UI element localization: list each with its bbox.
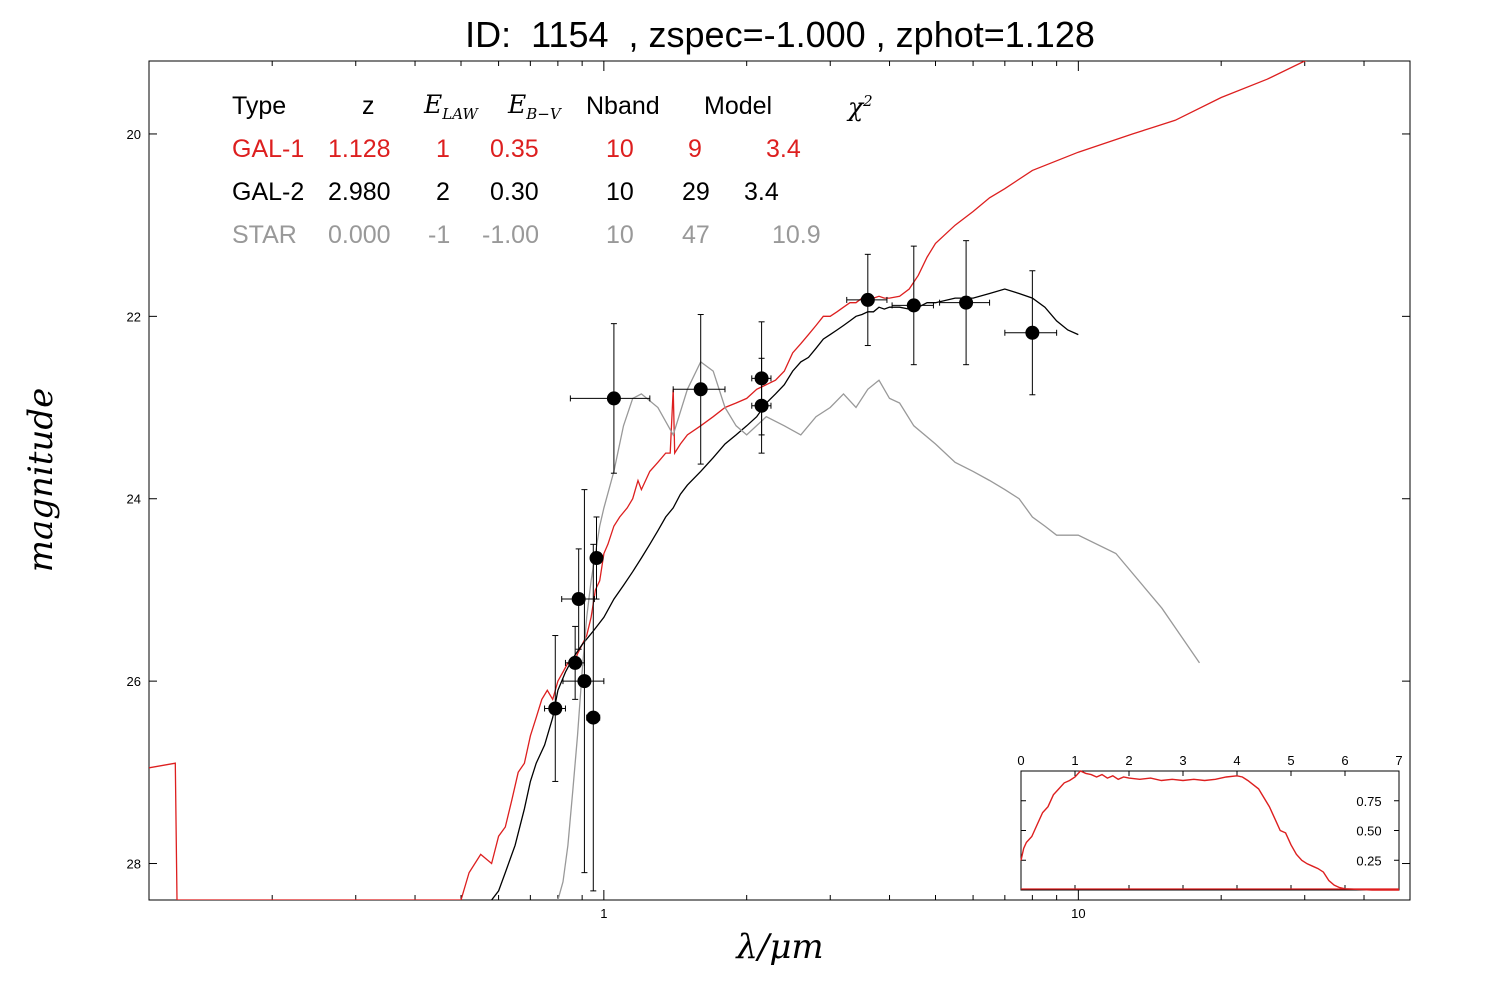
x-axis-label: λ/μm	[734, 927, 823, 967]
y-axis-label: magnitude	[21, 388, 61, 573]
x-tick-label: 10	[1071, 906, 1085, 921]
photometry-point	[606, 391, 621, 406]
photometry-point	[568, 655, 583, 670]
header-ebv-sub: B−V	[526, 105, 561, 123]
y-tick-label: 22	[127, 309, 141, 324]
inset-x-tick-label: 5	[1287, 753, 1294, 768]
star-ebv: -1.00	[482, 221, 539, 249]
y-tick-label: 24	[127, 492, 141, 507]
star-chi2: 10.9	[772, 221, 821, 249]
header-z: z	[362, 92, 375, 120]
gal1-type: GAL-1	[232, 135, 305, 163]
inset-x-tick-label: 1	[1071, 753, 1078, 768]
plot-frame	[148, 60, 1411, 901]
photometry-point	[906, 298, 921, 313]
inset-x-tick-label: 4	[1233, 753, 1240, 768]
photometry-point	[1025, 325, 1040, 340]
photometry-point	[754, 398, 769, 413]
y-tick-label: 28	[127, 857, 141, 872]
inset-frame	[1020, 770, 1400, 891]
photometry-point	[577, 674, 592, 689]
chart-title: ID: 1154 , zspec=-1.000 , zphot=1.128	[465, 14, 1095, 55]
star-z: 0.000	[328, 221, 391, 249]
gal2-z: 2.980	[328, 178, 391, 206]
inset-y-tick-label: 0.25	[1356, 853, 1381, 868]
header-elaw: ELAW	[424, 90, 478, 123]
gal2-ebv: 0.30	[490, 178, 539, 206]
header-chi2-main: χ	[848, 92, 864, 122]
series-group	[149, 61, 1307, 900]
photometry-point	[589, 551, 604, 566]
star-model: 47	[682, 221, 710, 249]
gal2-type: GAL-2	[232, 178, 305, 206]
photometry-point	[571, 592, 586, 607]
gal2-chi2: 3.4	[744, 178, 779, 206]
gal1-elaw: 1	[436, 135, 450, 163]
inset-x-tick-label: 3	[1179, 753, 1186, 768]
gal1-ebv: 0.35	[490, 135, 539, 163]
inset-y-tick-label: 0.75	[1356, 794, 1381, 809]
inset-y-tick-label: 0.50	[1356, 824, 1381, 839]
inset-x-tick-label: 2	[1125, 753, 1132, 768]
y-tick-label: 26	[127, 674, 141, 689]
inset-x-tick-label: 6	[1341, 753, 1348, 768]
gal1-nband: 10	[606, 135, 634, 163]
header-ebv-main: E	[508, 90, 527, 119]
gal2-model: 29	[682, 178, 710, 206]
header-chi2: χ2	[848, 92, 873, 121]
inset-x-tick-label: 7	[1395, 753, 1402, 768]
header-chi2-sup: 2	[863, 92, 873, 110]
y-tick-label: 20	[127, 127, 141, 142]
header-elaw-main: E	[424, 90, 443, 119]
star-nband: 10	[606, 221, 634, 249]
series-line-gal-1	[149, 61, 1307, 900]
photometry-point	[959, 295, 974, 310]
gal2-nband: 10	[606, 178, 634, 206]
pdz-inset: 0 1 2 3 4 5 6 7 0.25 0.50 0.75	[1017, 753, 1403, 891]
inset-x-tick-label: 0	[1017, 753, 1024, 768]
x-tick-label: 1	[600, 906, 607, 921]
header-model: Model	[704, 92, 773, 120]
gal1-z: 1.128	[328, 135, 391, 163]
photometry-point	[693, 382, 708, 397]
header-ebv: EB−V	[508, 90, 561, 123]
star-type: STAR	[232, 221, 297, 249]
gal2-elaw: 2	[436, 178, 450, 206]
gal1-chi2: 3.4	[766, 135, 801, 163]
star-elaw: -1	[428, 221, 451, 249]
photometry-point	[548, 701, 563, 716]
pdz-curve	[1020, 770, 1399, 891]
gal1-model: 9	[688, 135, 702, 163]
header-type: Type	[232, 92, 287, 120]
photometry-point	[860, 292, 875, 307]
photometry-point	[586, 710, 601, 725]
header-elaw-sub: LAW	[442, 105, 478, 123]
header-nband: Nband	[586, 92, 660, 120]
